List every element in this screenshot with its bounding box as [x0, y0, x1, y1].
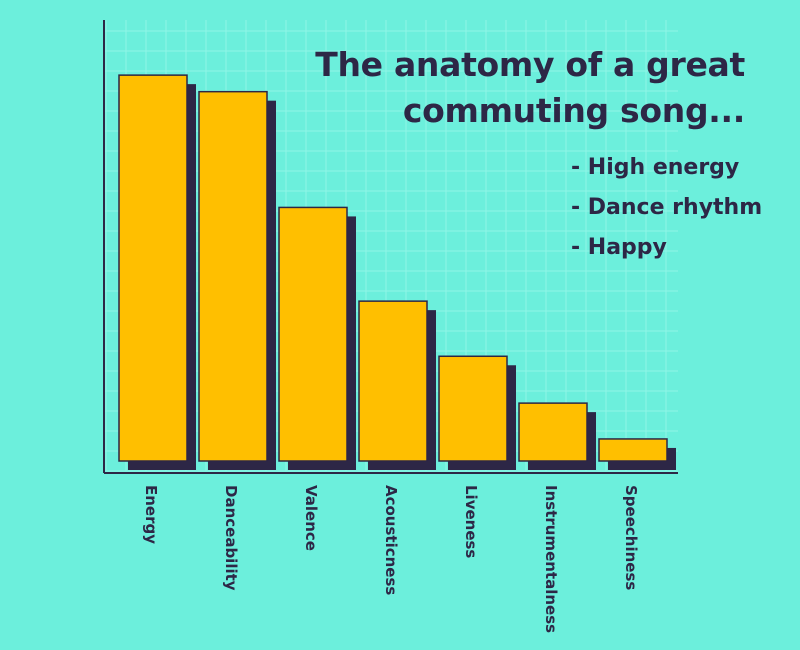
bar-speechiness	[598, 438, 668, 462]
feature-item-high-energy: - High energy	[571, 155, 740, 180]
x-tick-label-valence: Valence	[302, 485, 320, 551]
x-tick-labels: Energy Danceability Valence Acousticness Liv…	[142, 485, 640, 633]
feature-item-happy: - Happy	[571, 235, 667, 260]
chart-title: The anatomy of a great commuting song...	[315, 42, 745, 134]
bar-danceability	[198, 90, 268, 462]
x-tick-label-liveness: Liveness	[462, 485, 480, 558]
x-tick-label-energy: Energy	[142, 485, 160, 544]
bar-instrumentalness	[518, 402, 588, 462]
x-tick-label-acousticness: Acousticness	[382, 485, 400, 595]
bar-energy	[118, 74, 188, 462]
feature-list: - High energy - Dance rhythm - Happy	[571, 150, 762, 270]
title-line-1: The anatomy of a great	[315, 45, 745, 84]
x-tick-label-speechiness: Speechiness	[622, 485, 640, 590]
x-tick-label-danceability: Danceability	[222, 485, 240, 591]
feature-item-dance-rhythm: - Dance rhythm	[571, 195, 763, 220]
bars	[118, 74, 676, 470]
bar-liveness	[438, 355, 508, 462]
x-tick-label-instrumentalness: Instrumentalness	[542, 485, 560, 633]
bar-valence	[278, 206, 348, 462]
bar-acousticness	[358, 300, 428, 462]
axes	[103, 20, 678, 474]
title-line-2: commuting song...	[402, 91, 745, 130]
